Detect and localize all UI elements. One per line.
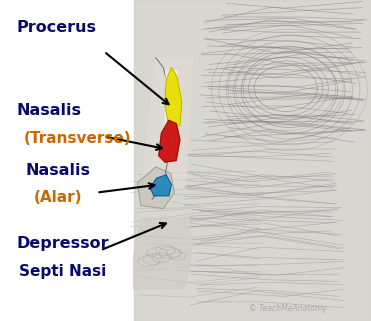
Text: Septi Nasi: Septi Nasi [19,264,106,279]
Text: Depressor: Depressor [17,237,109,251]
Polygon shape [141,58,193,193]
Text: Nasalis: Nasalis [17,103,82,118]
Polygon shape [165,67,182,127]
Text: © TeachMeAnatomy: © TeachMeAnatomy [249,304,326,313]
Polygon shape [159,120,180,162]
Polygon shape [134,218,193,289]
Text: Nasalis: Nasalis [26,163,91,178]
Text: Procerus: Procerus [17,20,97,35]
Polygon shape [134,0,371,321]
Text: (Transverse): (Transverse) [24,131,132,145]
Polygon shape [165,71,177,128]
Polygon shape [137,167,174,209]
Text: (Alar): (Alar) [33,190,82,205]
Polygon shape [150,175,171,196]
